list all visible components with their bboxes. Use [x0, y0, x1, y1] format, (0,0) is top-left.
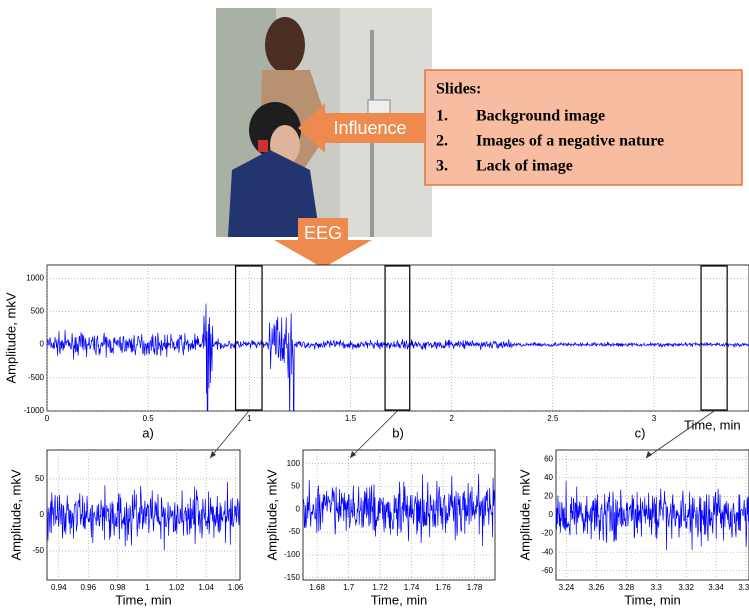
x-tick-label: 1.7: [343, 583, 355, 592]
x-tick-label: 3.32: [678, 583, 694, 592]
y-tick-label: -1000: [24, 406, 45, 415]
window-box: [234, 265, 263, 411]
x-tick-label: 1.74: [404, 583, 420, 592]
y-tick-label: -50: [32, 546, 44, 555]
panel-label: b): [392, 425, 404, 440]
eeg-label: EEG: [304, 223, 342, 243]
x-tick-label: 2.5: [547, 414, 559, 423]
x-tick-label: 1.06: [228, 583, 244, 592]
x-tick-label: 0.96: [80, 583, 96, 592]
callout-title: Slides:: [436, 81, 481, 98]
x-tick-label: 1.02: [169, 583, 185, 592]
x-tick-label: 0: [45, 414, 50, 423]
panel-label: c): [635, 425, 646, 440]
pointer-line: [209, 410, 250, 459]
signal-trace: [47, 481, 240, 551]
x-tick-label: 3.28: [619, 583, 635, 592]
slides-callout: Slides: 1. Background image 2. Images of…: [424, 69, 743, 186]
x-tick-label: 1: [247, 414, 252, 423]
pointer-head: [350, 451, 356, 458]
y-tick-label: -100: [284, 550, 301, 559]
x-tick-label: 0.5: [143, 414, 155, 423]
y-tick-label: 50: [291, 482, 300, 491]
x-tick-label: 1.78: [467, 583, 483, 592]
item-number: 2.: [436, 133, 448, 150]
item-text: Lack of image: [476, 158, 573, 175]
pointer-line: [645, 410, 715, 459]
signal-trace: [303, 473, 495, 547]
x-tick-label: 1.5: [345, 414, 357, 423]
window-box: [700, 265, 728, 411]
y-axis-label: Amplitude, mkV: [8, 469, 23, 560]
window-box: [384, 265, 411, 411]
y-tick-label: 100: [287, 459, 301, 468]
y-tick-label: 20: [544, 492, 553, 501]
plot-area: [46, 264, 749, 412]
x-tick-label: 1.76: [435, 583, 451, 592]
pointer-head: [646, 451, 652, 458]
y-tick-label: 60: [544, 454, 553, 463]
x-axis-label: Time, min: [371, 592, 428, 607]
item-text: Background image: [476, 108, 605, 125]
x-tick-label: 0.98: [110, 583, 126, 592]
signal-trace: [47, 303, 749, 411]
y-tick-label: 1000: [26, 273, 44, 282]
y-tick-label: 0: [549, 510, 554, 519]
y-tick-label: 50: [35, 474, 44, 483]
item-number: 1.: [436, 108, 448, 125]
y-tick-label: -150: [284, 573, 301, 582]
y-tick-label: 0: [40, 340, 45, 349]
x-tick-label: 1: [145, 583, 150, 592]
pointer-head: [210, 451, 216, 458]
y-tick-label: -40: [541, 547, 553, 556]
x-tick-label: 1.72: [372, 583, 388, 592]
pointer-line: [349, 410, 398, 459]
x-axis-label: Time, min: [115, 592, 172, 607]
panel-label: a): [142, 425, 154, 440]
y-axis-label: Amplitude, mkV: [264, 469, 279, 560]
y-tick-label: 0: [296, 504, 301, 513]
y-tick-label: 500: [31, 307, 45, 316]
y-axis-label: Amplitude, mkV: [517, 469, 532, 560]
signal-trace: [556, 481, 749, 551]
plot-area: [46, 449, 241, 581]
item-text: Images of a negative nature: [476, 133, 664, 150]
eeg-arrow: EEG: [274, 218, 372, 268]
x-tick-label: 2: [449, 414, 454, 423]
x-tick-label: 3.3: [651, 583, 663, 592]
y-tick-label: -20: [541, 529, 553, 538]
x-tick-label: 3.26: [589, 583, 605, 592]
x-tick-label: 1.04: [198, 583, 214, 592]
x-tick-label: 3.24: [559, 583, 575, 592]
influence-arrow: Influence: [298, 103, 425, 153]
x-tick-label: 0.94: [51, 583, 67, 592]
y-axis-label: Amplitude, mkV: [3, 292, 18, 383]
x-tick-label: 3: [652, 414, 657, 423]
x-tick-label: 1.68: [309, 583, 325, 592]
x-tick-label: 3.36: [738, 583, 749, 592]
influence-label: Influence: [333, 118, 406, 138]
y-tick-label: -500: [28, 373, 45, 382]
y-tick-label: -50: [288, 527, 300, 536]
x-tick-label: 3.34: [708, 583, 724, 592]
x-axis-label: Time, min: [624, 592, 681, 607]
item-number: 3.: [436, 158, 448, 175]
y-tick-label: 0: [40, 510, 45, 519]
x-axis-label: Time, min: [684, 417, 741, 432]
y-tick-label: -60: [541, 566, 553, 575]
y-tick-label: 40: [544, 473, 553, 482]
